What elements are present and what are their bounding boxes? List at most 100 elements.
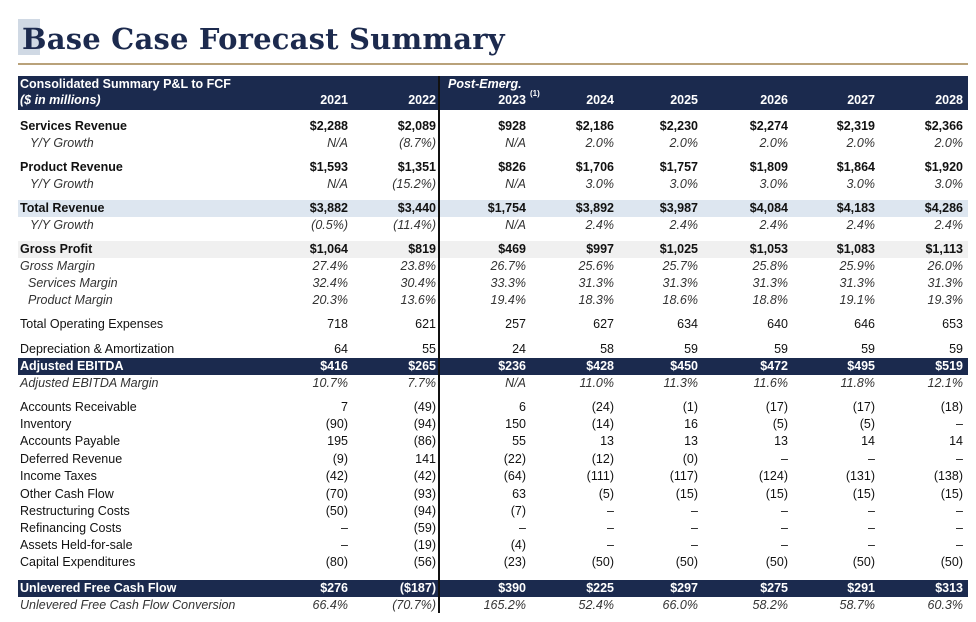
year-header: 2027	[847, 93, 875, 107]
cell-value: 13	[774, 434, 788, 448]
cell-value: 2.4%	[934, 218, 964, 232]
cell-value: 2.4%	[846, 218, 876, 232]
cell-value: $1,053	[749, 242, 788, 256]
cell-value: 58.2%	[752, 598, 788, 612]
header-post-emergence: Post-Emerg.	[448, 77, 522, 91]
cell-value: 52.4%	[578, 598, 614, 612]
cell-value: 60.3%	[927, 598, 963, 612]
row-label: Services Margin	[28, 276, 118, 290]
cell-value: 2.4%	[585, 218, 615, 232]
cell-value: (42)	[325, 469, 348, 483]
row-label: Y/Y Growth	[30, 136, 94, 150]
cell-value: (7)	[510, 504, 526, 518]
header-title: Consolidated Summary P&L to FCF	[20, 77, 231, 91]
cell-value: (11.4%)	[393, 218, 436, 232]
cell-value: 3.0%	[934, 177, 964, 191]
cell-value: –	[519, 521, 526, 535]
table-row: Accounts Payable 195 (86) 55 13 13 13 14 14	[18, 433, 968, 450]
cell-value: –	[341, 538, 348, 552]
cell-value: $225	[586, 581, 614, 595]
cell-value: 58	[600, 342, 614, 356]
cell-value: (15)	[852, 487, 875, 501]
cell-value: (111)	[586, 469, 614, 483]
cell-value: 59	[949, 342, 963, 356]
cell-value: 2.0%	[585, 136, 615, 150]
cell-value: $236	[498, 359, 526, 373]
cell-value: (49)	[413, 400, 436, 414]
cell-value: 63	[512, 487, 526, 501]
table-row: Total Operating Expenses 718 621 257 627 634 6…	[18, 316, 968, 333]
year-header: 2026	[760, 93, 788, 107]
cell-value: (80)	[325, 555, 348, 569]
table-row: Assets Held-for-sale – (19) (4) – – – – –	[18, 537, 968, 554]
cell-value: $4,084	[749, 201, 788, 215]
cell-value: $1,113	[925, 242, 963, 256]
table-row: Unlevered Free Cash Flow Conversion 66.4%…	[18, 597, 968, 614]
cell-value: 27.4%	[312, 259, 348, 273]
cell-value: 195	[327, 434, 348, 448]
cell-value: (17)	[765, 400, 788, 414]
cell-value: 2.4%	[759, 218, 789, 232]
table-header: Consolidated Summary P&L to FCF ($ in mi…	[18, 76, 968, 110]
table-row: Deferred Revenue (9) 141 (22) (12) (0) – – –	[18, 451, 968, 468]
table-row: Services Margin 32.4% 30.4% 33.3% 31.3% 31.3%…	[18, 275, 968, 292]
cell-value: 31.3%	[662, 276, 698, 290]
cell-value: –	[607, 504, 614, 518]
cell-value: $1,593	[309, 160, 348, 174]
cell-value: (64)	[503, 469, 526, 483]
table-row: Y/Y Growth (0.5%) (11.4%) N/A 2.4% 2.4% 2.4% 2.…	[18, 217, 968, 234]
cell-value: 59	[861, 342, 875, 356]
cell-value: (50)	[675, 555, 698, 569]
row-label: Inventory	[20, 417, 72, 431]
cell-value: 13	[600, 434, 614, 448]
row-label: Y/Y Growth	[30, 177, 94, 191]
cell-value: (50)	[940, 555, 963, 569]
cell-value: $1,754	[487, 201, 526, 215]
table-row: Refinancing Costs – (59) – – – – – –	[18, 520, 968, 537]
cell-value: 24	[512, 342, 526, 356]
cell-value: $2,089	[397, 119, 436, 133]
cell-value: $1,064	[309, 242, 348, 256]
cell-value: (117)	[669, 469, 698, 483]
cell-value: (86)	[413, 434, 436, 448]
cell-value: (50)	[591, 555, 614, 569]
cell-value: 6	[519, 400, 526, 414]
cell-value: 31.3%	[578, 276, 614, 290]
cell-value: (0)	[682, 452, 698, 466]
cell-value: $3,440	[397, 201, 436, 215]
cell-value: N/A	[505, 177, 526, 191]
cell-value: (24)	[591, 400, 614, 414]
cell-value: (50)	[325, 504, 348, 518]
table-row: Accounts Receivable 7 (49) 6 (24) (1) (17) (17)…	[18, 399, 968, 416]
row-label: Gross Profit	[20, 242, 93, 256]
cell-value: $495	[847, 359, 875, 373]
cell-value: 14	[949, 434, 963, 448]
cell-value: 11.8%	[840, 376, 875, 390]
cell-value: 2.0%	[934, 136, 964, 150]
cell-value: 59	[684, 342, 698, 356]
table-row: Income Taxes (42) (42) (64) (111) (117) (124) (…	[18, 468, 968, 485]
cell-value: $1,351	[397, 160, 436, 174]
cell-value: $997	[586, 242, 614, 256]
row-label: Gross Margin	[20, 259, 96, 273]
title-accent	[18, 19, 40, 55]
cell-value: 627	[593, 317, 614, 331]
row-label: Assets Held-for-sale	[20, 538, 133, 552]
cell-value: (70.7%)	[392, 598, 436, 612]
cell-value: 621	[415, 317, 436, 331]
table-row: Adjusted EBITDA $416 $265 $236 $428 $450 $472 $…	[18, 358, 968, 375]
cell-value: (8.7%)	[399, 136, 436, 150]
cell-value: (5)	[772, 417, 788, 431]
cell-value: –	[868, 521, 875, 535]
cell-value: 31.3%	[752, 276, 788, 290]
cell-value: (42)	[413, 469, 436, 483]
cell-value: 2.0%	[669, 136, 699, 150]
cell-value: 11.6%	[753, 376, 788, 390]
cell-value: –	[607, 521, 614, 535]
row-label: Deferred Revenue	[20, 452, 123, 466]
title-rule	[18, 63, 968, 65]
row-label: Refinancing Costs	[20, 521, 122, 535]
cell-value: 19.3%	[927, 293, 963, 307]
cell-value: –	[868, 538, 875, 552]
cell-value: (15.2%)	[392, 177, 436, 191]
